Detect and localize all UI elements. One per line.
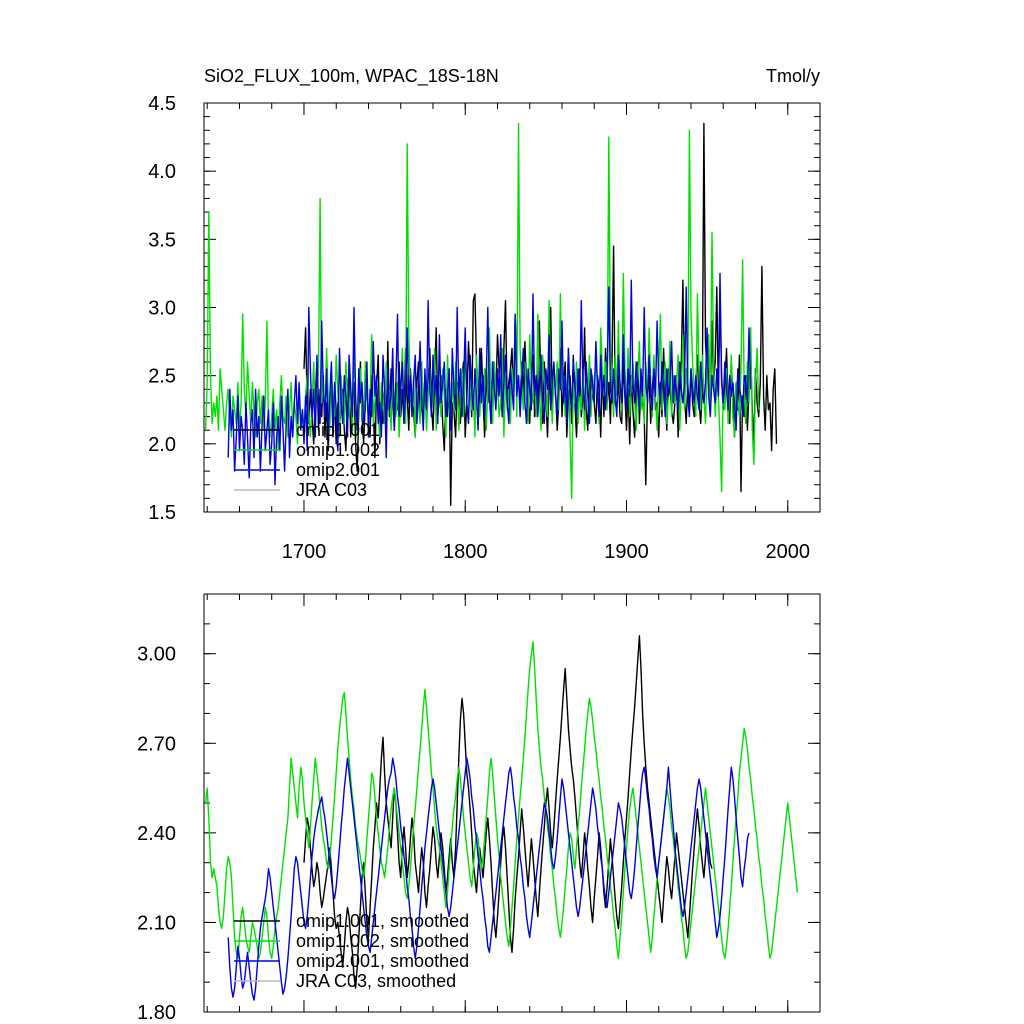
y-tick-label: 3.5 bbox=[148, 229, 176, 251]
y-tick-label: 2.0 bbox=[148, 434, 176, 456]
x-tick-label: 2000 bbox=[765, 541, 810, 563]
series-line-omip1-001-smoothed bbox=[303, 635, 713, 989]
series-line-omip1-001 bbox=[303, 122, 778, 506]
top-plot-frame bbox=[203, 102, 821, 513]
y-tick-label: 1.80 bbox=[137, 1002, 176, 1024]
bottom-series-lines bbox=[204, 635, 799, 1001]
series-line-omip1-002-smoothed bbox=[204, 641, 799, 959]
x-tick-label: 1800 bbox=[443, 541, 488, 563]
top-title: SiO2_FLUX_100m, WPAC_18S-18N bbox=[204, 66, 499, 87]
x-tick-label: 1700 bbox=[282, 541, 327, 563]
legend-label: JRA C03, smoothed bbox=[296, 971, 456, 991]
y-tick-label: 3.00 bbox=[137, 644, 176, 666]
y-tick-label: 2.40 bbox=[137, 823, 176, 845]
series-line-omip2-001 bbox=[227, 272, 752, 486]
legend-label: JRA C03 bbox=[296, 480, 367, 500]
y-tick-label: 1.5 bbox=[148, 502, 176, 524]
legend-label: omip1.001 bbox=[296, 420, 380, 440]
y-tick-label: 2.10 bbox=[137, 912, 176, 934]
y-tick-label: 3.0 bbox=[148, 298, 176, 320]
legend-label: omip2.001 bbox=[296, 460, 380, 480]
bottom-plot-frame bbox=[203, 593, 821, 1013]
bottom-panel: 1.80 2.10 2.40 2.70 3.00 omip1.001, smoothed… bbox=[137, 593, 821, 1024]
top-series-lines bbox=[204, 122, 778, 506]
top-units-label: Tmol/y bbox=[766, 66, 820, 86]
legend-label: omip1.002 bbox=[296, 440, 380, 460]
y-tick-label: 2.70 bbox=[137, 733, 176, 755]
y-tick-label: 2.5 bbox=[148, 366, 176, 388]
series-line-omip2-001-smoothed bbox=[227, 757, 750, 1001]
legend-label: omip1.001, smoothed bbox=[296, 911, 469, 931]
y-tick-label: 4.0 bbox=[148, 161, 176, 183]
x-tick-label: 1900 bbox=[604, 541, 649, 563]
top-panel: SiO2_FLUX_100m, WPAC_18S-18N Tmol/y 1.5 2… bbox=[148, 66, 821, 563]
legend-label: omip1.002, smoothed bbox=[296, 931, 469, 951]
y-tick-label: 4.5 bbox=[148, 93, 176, 115]
legend-label: omip2.001, smoothed bbox=[296, 951, 469, 971]
